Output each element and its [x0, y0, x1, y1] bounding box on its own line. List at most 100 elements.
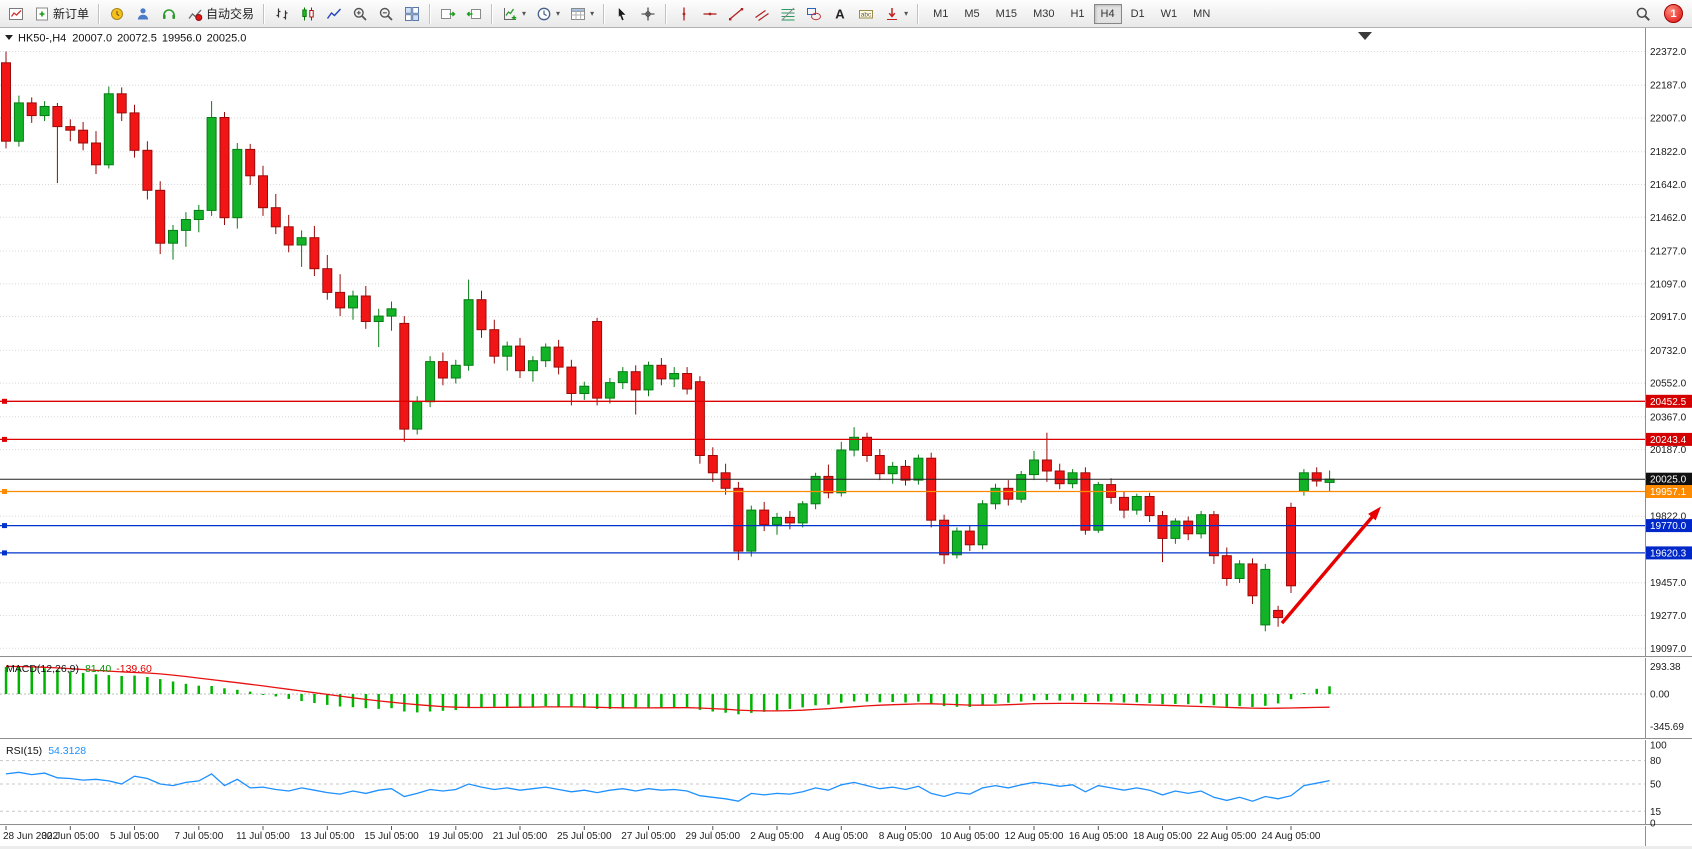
line-handle[interactable]	[2, 489, 7, 494]
svg-text:7 Jul 05:00: 7 Jul 05:00	[174, 831, 223, 842]
svg-text:21277.0: 21277.0	[1650, 247, 1687, 258]
auto-scroll-button[interactable]	[436, 2, 460, 25]
svg-text:15: 15	[1650, 807, 1662, 818]
channel-icon	[755, 9, 769, 21]
candle	[900, 460, 911, 486]
market-watch-button[interactable]	[105, 2, 129, 25]
vertical-line-button[interactable]	[672, 2, 696, 25]
svg-text:13 Jul 05:00: 13 Jul 05:00	[300, 831, 355, 842]
svg-text:29 Jul 05:00: 29 Jul 05:00	[686, 831, 741, 842]
timeframe-H1[interactable]: H1	[1063, 4, 1091, 24]
line-handle[interactable]	[2, 550, 7, 556]
svg-text:20187.0: 20187.0	[1650, 445, 1687, 456]
horizontal-line-button[interactable]	[698, 2, 722, 25]
newchart-icon	[9, 7, 23, 20]
timeframe-M1[interactable]: M1	[926, 4, 955, 24]
crosshair-button[interactable]	[636, 2, 660, 25]
search-icon	[1636, 7, 1650, 21]
bar-chart-button[interactable]	[270, 2, 294, 25]
arrows-button[interactable]: ▾	[880, 2, 912, 25]
candlestick-chart-button[interactable]	[296, 2, 320, 25]
notification-badge[interactable]: 1	[1664, 4, 1683, 23]
svg-text:21462.0: 21462.0	[1650, 213, 1687, 224]
svg-text:A: A	[835, 6, 845, 21]
navigator-button[interactable]	[131, 2, 155, 25]
candle	[772, 512, 782, 535]
indicators-button[interactable]: ▾	[498, 2, 530, 25]
shapes-icon	[807, 7, 822, 20]
timeframe-H4[interactable]: H4	[1093, 3, 1122, 24]
candle	[52, 102, 63, 184]
timeframe-MN[interactable]: MN	[1186, 4, 1217, 24]
hline-icon	[703, 12, 717, 15]
candle	[348, 290, 358, 320]
candle	[502, 341, 513, 371]
candle	[155, 181, 166, 255]
chart-container[interactable]: 22372.0 22187.0 22007.0 21822.0 21642.0 21462…	[0, 28, 1692, 849]
svg-text:21822.0: 21822.0	[1650, 147, 1687, 158]
candle	[1016, 471, 1027, 503]
trendline-button[interactable]	[724, 2, 748, 25]
new-order-button[interactable]: 新订单	[30, 2, 93, 25]
svg-text:22007.0: 22007.0	[1650, 114, 1687, 125]
candle	[887, 461, 898, 484]
chevron-down-icon: ▾	[904, 9, 909, 18]
svg-text:2 Aug 05:00: 2 Aug 05:00	[750, 831, 804, 842]
autotrading-button[interactable]: 自动交易	[183, 2, 258, 25]
line-chart-button[interactable]	[322, 2, 346, 25]
candle	[951, 527, 962, 559]
candle	[1119, 491, 1129, 519]
price-gridlines	[0, 51, 1645, 649]
svg-text:80: 80	[1650, 756, 1662, 767]
periods-button[interactable]: ▾	[532, 2, 564, 25]
svg-text:abc: abc	[861, 11, 872, 18]
svg-text:21642.0: 21642.0	[1650, 180, 1687, 191]
svg-text:24 Aug 05:00: 24 Aug 05:00	[1262, 831, 1321, 842]
trend-arrow-annotation[interactable]	[1280, 506, 1381, 625]
svg-text:8 Aug 05:00: 8 Aug 05:00	[879, 831, 933, 842]
candle	[373, 308, 384, 348]
candle	[1131, 493, 1142, 515]
search-button[interactable]	[1629, 5, 1657, 23]
chart-collapse-icon[interactable]	[5, 35, 13, 40]
svg-text:50: 50	[1650, 780, 1662, 791]
candle	[335, 274, 346, 317]
svg-text:22187.0: 22187.0	[1650, 81, 1687, 92]
text-button[interactable]: A	[828, 2, 852, 25]
zoom-in-button[interactable]	[348, 2, 372, 25]
line-handle[interactable]	[2, 398, 7, 404]
bars-icon	[276, 8, 288, 19]
line-handle[interactable]	[2, 436, 7, 442]
svg-text:-345.69: -345.69	[1650, 722, 1684, 733]
support-button[interactable]	[157, 2, 181, 25]
price-chart[interactable]: 22372.0 22187.0 22007.0 21822.0 21642.0 21462…	[0, 28, 1692, 849]
order-icon	[36, 7, 48, 20]
shift-icon	[466, 8, 482, 19]
timeframe-M15[interactable]: M15	[989, 4, 1024, 24]
timeframe-M30[interactable]: M30	[1026, 4, 1061, 24]
timeframe-D1[interactable]: D1	[1124, 4, 1152, 24]
chart-shift-marker[interactable]	[1358, 32, 1372, 40]
chart-shift-button[interactable]	[462, 2, 486, 25]
candle	[309, 225, 320, 276]
candle	[296, 230, 307, 267]
candle	[168, 225, 178, 260]
cursor-button[interactable]	[610, 2, 634, 25]
equidistant-channel-button[interactable]	[750, 2, 774, 25]
text-label-button[interactable]: abc	[854, 2, 878, 25]
timeframe-M5[interactable]: M5	[957, 4, 986, 24]
zoom-out-button[interactable]	[374, 2, 398, 25]
timeframe-W1[interactable]: W1	[1154, 4, 1185, 24]
candle	[322, 255, 333, 300]
fibonacci-button[interactable]	[776, 2, 800, 25]
line-handle[interactable]	[2, 523, 7, 529]
shapes-button[interactable]	[802, 2, 826, 25]
tile-windows-button[interactable]	[400, 2, 424, 25]
templates-button[interactable]: ▾	[566, 2, 598, 25]
candle	[39, 101, 50, 122]
toolbar-separator	[491, 3, 494, 24]
new-chart-button[interactable]	[4, 2, 28, 25]
candle	[476, 290, 487, 338]
svg-text:19277.0: 19277.0	[1650, 611, 1687, 622]
chevron-down-icon: ▾	[590, 9, 595, 18]
